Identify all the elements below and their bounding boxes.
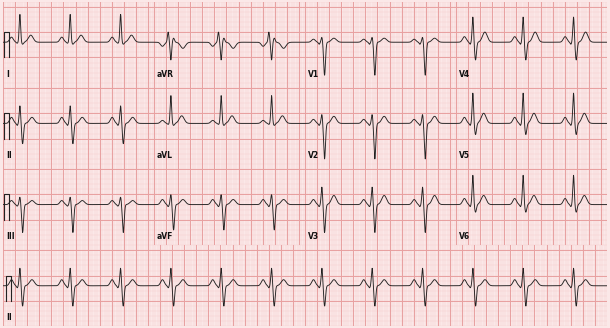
Text: aVF: aVF — [157, 232, 173, 241]
Text: V5: V5 — [459, 151, 470, 160]
Text: V3: V3 — [308, 232, 319, 241]
Text: V2: V2 — [308, 151, 319, 160]
Text: III: III — [6, 232, 15, 241]
Text: V4: V4 — [459, 70, 470, 79]
Text: V6: V6 — [459, 232, 470, 241]
Text: aVR: aVR — [157, 70, 174, 79]
Text: I: I — [6, 70, 9, 79]
Text: II: II — [6, 313, 12, 322]
Text: II: II — [6, 151, 12, 160]
Text: aVL: aVL — [157, 151, 173, 160]
Text: V1: V1 — [308, 70, 319, 79]
